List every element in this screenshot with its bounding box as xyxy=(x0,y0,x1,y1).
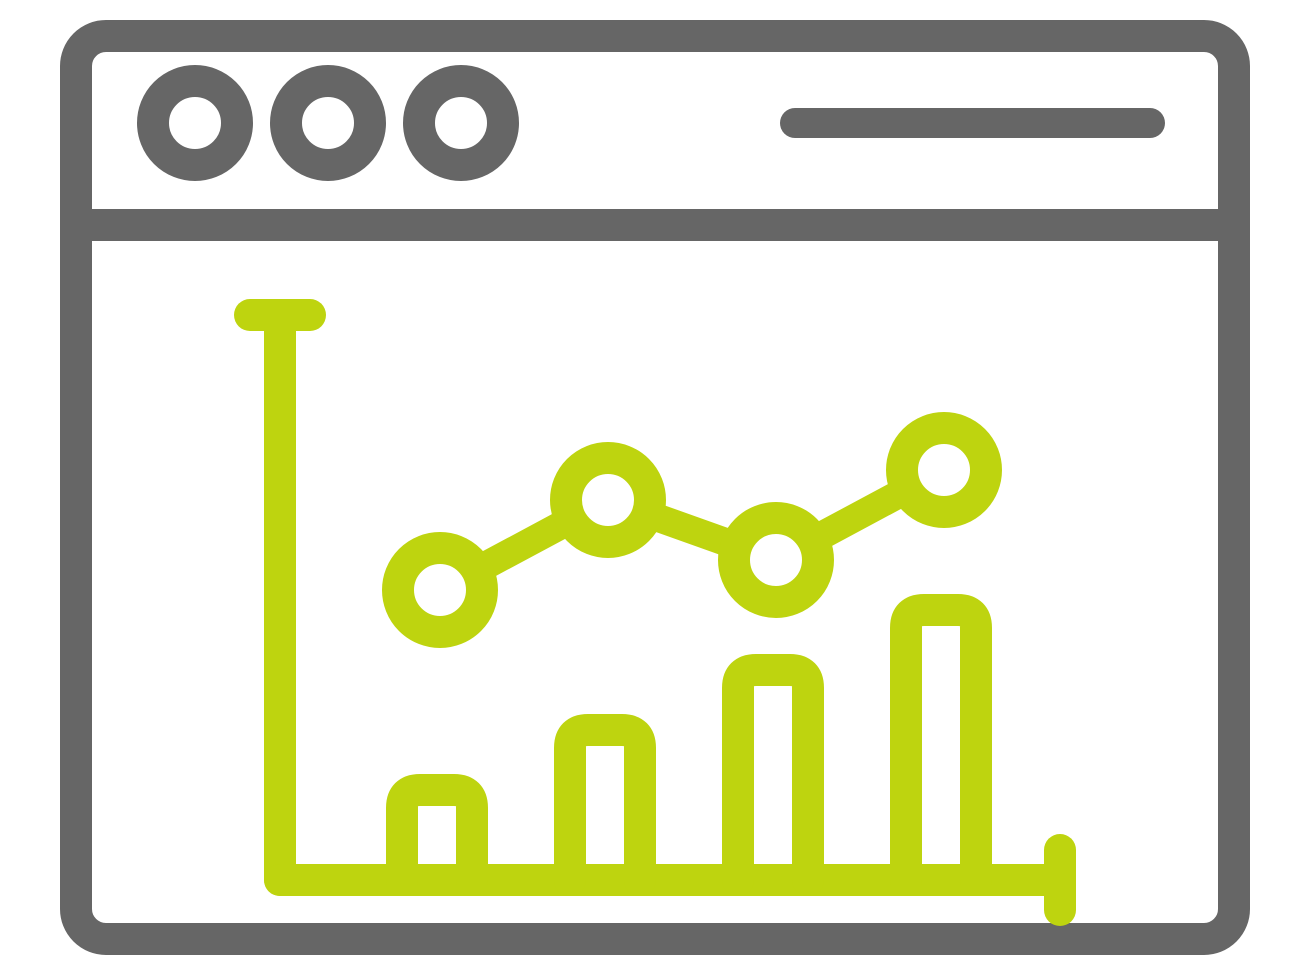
web-analytics-dashboard-icon xyxy=(0,0,1307,980)
